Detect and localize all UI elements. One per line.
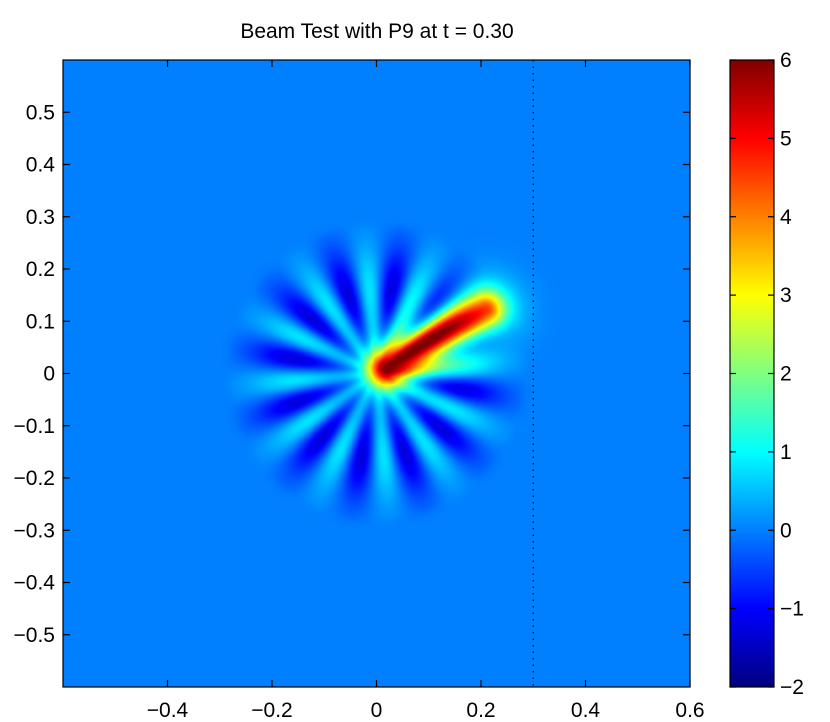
y-tick-label: −0.1 xyxy=(14,415,55,438)
colorbar-tick-label: −1 xyxy=(780,598,804,621)
y-tick-label: −0.2 xyxy=(14,467,55,490)
colorbar-tick-label: −2 xyxy=(780,676,804,699)
x-tick-label: 0.4 xyxy=(571,699,601,722)
y-tick-label: 0.3 xyxy=(26,206,55,229)
heatmap-plot-area: −0.4 −0.2 0 0.2 0.4 0.6 0.5 0.4 0.3 0.2 0.1 0 −0.1 −… xyxy=(14,59,705,722)
y-tick-label: −0.3 xyxy=(14,519,55,542)
x-tick-label: 0.2 xyxy=(466,699,495,722)
colorbar-tick-label: 2 xyxy=(780,363,792,386)
heatmap-image xyxy=(63,60,690,687)
y-tick-label: 0.5 xyxy=(26,101,55,124)
chart-title: Beam Test with P9 at t = 0.30 xyxy=(240,20,513,43)
colorbar-tick-label: 1 xyxy=(780,441,792,464)
y-tick-label: 0.4 xyxy=(26,154,56,177)
x-axis: −0.4 −0.2 0 0.2 0.4 0.6 xyxy=(147,60,705,722)
x-tick-label: 0 xyxy=(371,699,383,722)
x-tick-label: −0.4 xyxy=(147,699,189,722)
y-tick-label: −0.5 xyxy=(14,624,55,647)
colorbar: 6 5 4 3 2 1 0 −1 −2 xyxy=(729,49,804,699)
y-axis: 0.5 0.4 0.3 0.2 0.1 0 −0.1 −0.2 −0.3 −0.4 −0.5 xyxy=(14,101,690,647)
colorbar-axis: 6 5 4 3 2 1 0 −1 −2 xyxy=(730,49,804,699)
x-tick-label: −0.2 xyxy=(251,699,292,722)
x-tick-label: 0.6 xyxy=(675,699,704,722)
colorbar-gradient xyxy=(730,60,774,687)
y-tick-label: 0.1 xyxy=(26,310,55,333)
colorbar-tick-label: 5 xyxy=(780,127,792,150)
y-tick-label: 0.2 xyxy=(26,258,55,281)
colorbar-tick-label: 4 xyxy=(780,206,792,229)
y-tick-label: −0.4 xyxy=(14,572,56,595)
colorbar-tick-label: 3 xyxy=(780,284,792,307)
colorbar-tick-label: 6 xyxy=(780,49,792,72)
colorbar-tick-label: 0 xyxy=(780,519,792,542)
y-tick-label: 0 xyxy=(43,363,55,386)
